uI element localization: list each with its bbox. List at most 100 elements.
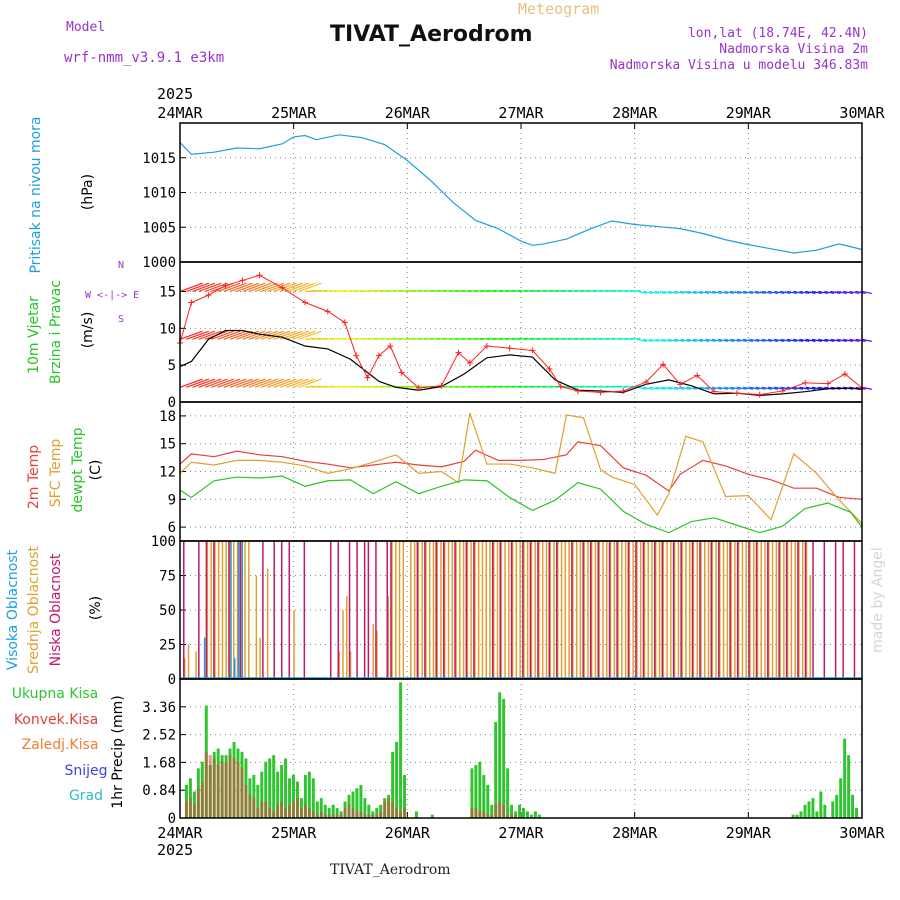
conv-precip-bar bbox=[184, 801, 188, 818]
wind-barb bbox=[505, 289, 516, 293]
wind-barb bbox=[204, 378, 228, 388]
wind-gust-marker bbox=[557, 383, 564, 390]
y-tick-label: 12 bbox=[159, 465, 176, 481]
x-tick-label-top: 29MAR bbox=[726, 104, 772, 122]
wind-barb bbox=[348, 289, 359, 293]
wind-barb bbox=[811, 290, 822, 295]
wind-barb bbox=[367, 289, 378, 293]
wind-barb bbox=[574, 289, 585, 293]
wind-barb bbox=[661, 338, 672, 342]
y-tick-label: 2.52 bbox=[142, 728, 176, 744]
wind-barb bbox=[305, 337, 316, 340]
wind-barb bbox=[261, 330, 285, 340]
wind-barb bbox=[768, 386, 779, 390]
wind-compass-north: N bbox=[118, 260, 124, 271]
wind-barb bbox=[192, 378, 216, 388]
wind-barb bbox=[805, 290, 816, 295]
cloud-axis-label-low: Niska Oblacnost bbox=[48, 553, 64, 666]
wind-barb bbox=[423, 289, 435, 293]
wind-barb bbox=[248, 378, 272, 388]
wind-barb bbox=[267, 282, 291, 293]
conv-precip-bar bbox=[196, 788, 200, 818]
wind-barb bbox=[461, 385, 472, 388]
wind-barb bbox=[499, 289, 510, 293]
wind-barb bbox=[567, 337, 578, 340]
wind-gust-marker bbox=[279, 284, 286, 291]
wind-barb bbox=[736, 386, 747, 390]
wind-barb bbox=[786, 290, 797, 295]
total-precip-bar bbox=[478, 761, 482, 818]
wind-barb bbox=[242, 330, 266, 340]
wind-barb bbox=[511, 337, 522, 340]
total-precip-bar bbox=[188, 778, 192, 818]
wind-barb bbox=[780, 338, 791, 342]
wind-barb bbox=[373, 289, 384, 293]
wind-barb bbox=[355, 289, 366, 293]
total-precip-bar bbox=[272, 755, 276, 818]
total-precip-bar bbox=[522, 808, 525, 818]
wind-barb bbox=[636, 290, 647, 295]
conv-precip-bar bbox=[514, 814, 518, 818]
wind-barb bbox=[674, 290, 685, 295]
wind-barb bbox=[611, 385, 622, 388]
precip-legend-0: Ukupna Kisa bbox=[12, 686, 99, 702]
total-precip-bar bbox=[363, 798, 367, 818]
total-precip-bar bbox=[533, 811, 537, 818]
temp-units: (C) bbox=[88, 460, 104, 481]
wind-barb bbox=[480, 289, 491, 293]
wind-barb bbox=[323, 337, 334, 340]
wind-barb bbox=[286, 282, 310, 293]
wind-barb bbox=[705, 338, 716, 342]
wind-barb bbox=[448, 337, 460, 340]
total-precip-bar bbox=[430, 814, 434, 818]
wind-barb bbox=[217, 282, 241, 293]
conv-precip-bar bbox=[351, 808, 355, 818]
wind-barb bbox=[442, 337, 453, 340]
wind-barb bbox=[467, 289, 478, 293]
wind-barb bbox=[799, 290, 810, 295]
product-label: Meteogram bbox=[518, 0, 600, 18]
wind-barb bbox=[430, 337, 441, 340]
conv-precip-bar bbox=[474, 808, 478, 818]
wind-barb bbox=[192, 330, 216, 340]
wind-barb bbox=[586, 385, 597, 388]
wind-gust-marker bbox=[188, 299, 195, 306]
wind-compass-south: S bbox=[118, 314, 124, 325]
x-tick-label-top: 30MAR bbox=[839, 104, 885, 122]
wind-barb bbox=[461, 337, 472, 340]
conv-precip-bar bbox=[375, 814, 379, 818]
wind-gust-marker bbox=[466, 359, 473, 366]
wind-gust-marker bbox=[341, 319, 348, 326]
wind-barb bbox=[486, 385, 497, 388]
wind-barb bbox=[380, 385, 391, 388]
wind-barb bbox=[398, 289, 410, 293]
wind-barb bbox=[305, 289, 316, 293]
model-name: wrf-nmm_v3.9.1 e3km bbox=[64, 50, 225, 66]
wind-barb bbox=[530, 289, 541, 293]
wind-barb bbox=[661, 386, 672, 390]
total-precip-bar bbox=[323, 804, 327, 818]
watermark: made by Angel bbox=[870, 547, 886, 653]
wind-barb bbox=[186, 378, 210, 388]
y-tick-label: 0 bbox=[168, 672, 176, 688]
wind-gust-marker bbox=[506, 345, 513, 352]
wind-barb bbox=[392, 337, 403, 340]
wind-barb bbox=[204, 282, 228, 293]
wind-barb bbox=[342, 385, 353, 388]
conv-precip-bar bbox=[295, 798, 299, 818]
total-precip-bar bbox=[799, 811, 803, 818]
wind-barb bbox=[311, 385, 322, 388]
x-tick-label-bottom: 30MAR bbox=[839, 824, 885, 842]
conv-precip-bar bbox=[299, 808, 303, 818]
conv-precip-bar bbox=[252, 798, 256, 818]
wind-barb bbox=[680, 290, 691, 295]
x-tick-label-bottom: 27MAR bbox=[498, 824, 544, 842]
wind-barb bbox=[254, 378, 278, 388]
wind-barb bbox=[574, 385, 585, 388]
x-tick-label-bottom: 29MAR bbox=[726, 824, 772, 842]
wind-barb bbox=[179, 378, 203, 388]
wind-barb bbox=[336, 289, 347, 293]
wind-barb bbox=[761, 290, 772, 295]
wind-barb bbox=[599, 337, 610, 340]
